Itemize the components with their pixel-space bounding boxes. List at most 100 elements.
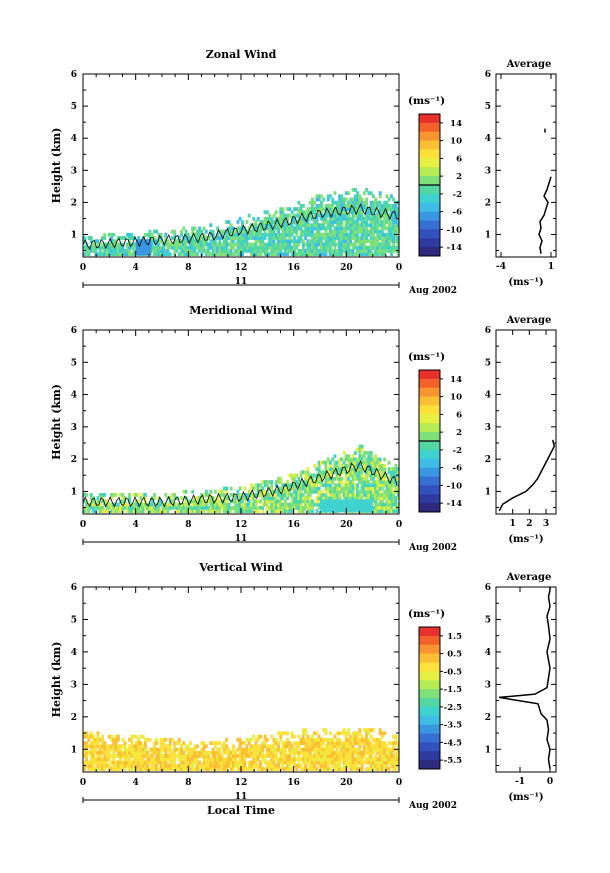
heatmap-cell	[94, 760, 98, 765]
heatmap-cell	[376, 249, 380, 253]
heatmap-cell	[338, 197, 341, 202]
x-tick-label: 4	[133, 263, 139, 273]
heatmap-cell	[209, 489, 213, 494]
heatmap-cell	[85, 760, 89, 765]
heatmap-cell	[241, 496, 244, 500]
heatmap-cell	[279, 249, 283, 253]
heatmap-cell	[374, 216, 378, 221]
heatmap-cell	[83, 509, 86, 513]
heatmap-cell	[268, 239, 271, 244]
heatmap-cell	[121, 245, 125, 250]
heatmap-cell	[320, 496, 323, 500]
heatmap-cell	[353, 232, 357, 237]
heatmap-cell	[356, 226, 359, 231]
heatmap-cell	[222, 249, 226, 253]
heatmap-cell	[130, 763, 134, 768]
heatmap-cell	[98, 763, 102, 768]
heatmap-cell	[103, 509, 107, 513]
heatmap-cell	[222, 741, 226, 745]
heatmap-cell	[347, 760, 350, 765]
heatmap-cell	[268, 750, 271, 755]
heatmap-cell	[157, 757, 161, 762]
heatmap-cell	[369, 741, 373, 745]
heatmap-cell	[168, 505, 172, 510]
heatmap-cell	[283, 239, 287, 244]
heatmap-cell	[324, 728, 328, 732]
heatmap-cell	[338, 239, 341, 244]
heatmap-cell	[324, 754, 328, 758]
heatmap-cell	[292, 489, 296, 494]
heatmap-cell	[218, 245, 222, 250]
heatmap-cell	[299, 216, 303, 221]
colorbar-unit: (ms⁻¹)	[408, 351, 445, 363]
heatmap-cell	[175, 502, 179, 507]
heatmap-cell	[193, 767, 197, 771]
heatmap-cell	[320, 744, 323, 749]
heatmap-cell	[351, 220, 355, 224]
heatmap-cell	[390, 226, 393, 231]
heatmap-cell	[374, 226, 378, 231]
heatmap-cell	[177, 763, 181, 768]
heatmap-cell	[283, 236, 287, 240]
heatmap-cell	[177, 509, 181, 513]
heatmap-cell	[344, 229, 348, 234]
heatmap-cell	[387, 223, 391, 228]
heatmap-cell	[396, 470, 400, 475]
heatmap-cell	[292, 750, 296, 755]
heatmap-cell	[164, 252, 168, 256]
heatmap-cell	[329, 480, 332, 484]
heatmap-cell	[193, 242, 197, 247]
heatmap-cell	[349, 249, 353, 253]
heatmap-cell	[168, 763, 172, 768]
heatmap-cell	[335, 216, 339, 221]
heatmap-cell	[369, 489, 373, 494]
heatmap-cell	[290, 245, 294, 250]
heatmap-cell	[202, 499, 206, 504]
heatmap-cell	[243, 767, 247, 771]
heatmap-cell	[265, 760, 269, 765]
heatmap-cell	[311, 483, 314, 488]
heatmap-cell	[207, 760, 210, 765]
heatmap-cell	[315, 489, 319, 494]
heatmap-cell	[340, 236, 344, 240]
heatmap-cell	[371, 480, 375, 484]
heatmap-cell	[270, 747, 274, 752]
heatmap-cell	[338, 194, 341, 199]
heatmap-cell	[243, 741, 247, 745]
heatmap-cell	[324, 213, 328, 218]
heatmap-cell	[324, 731, 328, 736]
heatmap-cell	[180, 229, 183, 234]
heatmap-cell	[299, 499, 303, 504]
heatmap-cell	[311, 757, 314, 762]
heatmap-cell	[238, 486, 242, 491]
heatmap-cell	[311, 509, 314, 513]
heatmap-cell	[134, 763, 138, 768]
heatmap-cell	[387, 213, 391, 218]
heatmap-cell	[297, 252, 301, 256]
heatmap-cell	[385, 747, 389, 752]
heatmap-cell	[263, 232, 267, 237]
heatmap-cell	[351, 763, 355, 768]
heatmap-cell	[333, 767, 337, 771]
heatmap-cell	[128, 760, 131, 765]
heatmap-cell	[369, 226, 373, 231]
heatmap-cell	[130, 747, 134, 752]
colorbar-swatch	[419, 405, 440, 415]
heatmap-cell	[317, 236, 321, 240]
heatmap-cell	[281, 744, 285, 749]
heatmap-cell	[200, 493, 204, 497]
heatmap-cell	[378, 223, 382, 228]
heatmap-cell	[252, 760, 256, 765]
heatmap-cell	[186, 236, 190, 240]
heatmap-cell	[288, 489, 292, 494]
heatmap-cell	[110, 502, 113, 507]
heatmap-cell	[288, 493, 292, 497]
heatmap-cell	[320, 236, 323, 240]
heatmap-cell	[283, 499, 287, 504]
heatmap-cell	[324, 220, 328, 224]
heatmap-cell	[326, 473, 330, 478]
heatmap-cell	[362, 744, 366, 749]
heatmap-cell	[356, 754, 359, 758]
heatmap-cell	[329, 757, 332, 762]
heatmap-cell	[204, 493, 208, 497]
